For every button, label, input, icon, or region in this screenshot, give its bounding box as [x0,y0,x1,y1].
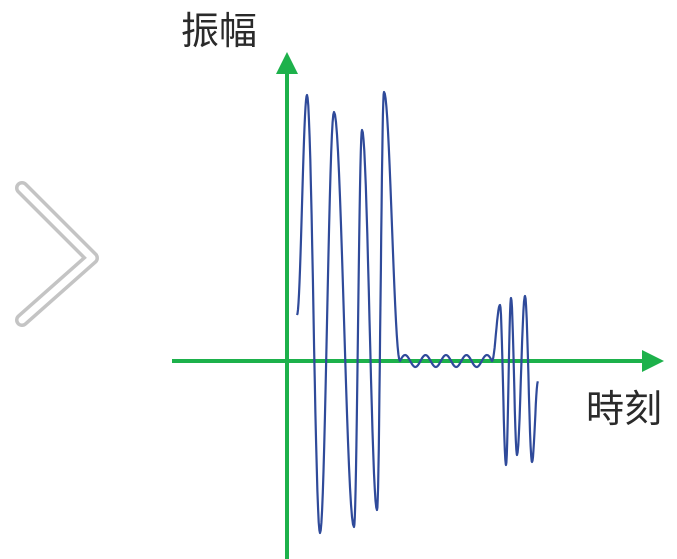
waveform-path [295,90,539,535]
y-axis [276,52,298,559]
x-axis [172,350,664,372]
chevron-right-icon[interactable] [15,181,99,327]
x-axis-label: 時刻 [586,387,663,431]
x-axis-arrowhead [642,350,664,372]
y-axis-arrowhead [276,52,298,74]
y-axis-label: 振幅 [181,9,258,53]
